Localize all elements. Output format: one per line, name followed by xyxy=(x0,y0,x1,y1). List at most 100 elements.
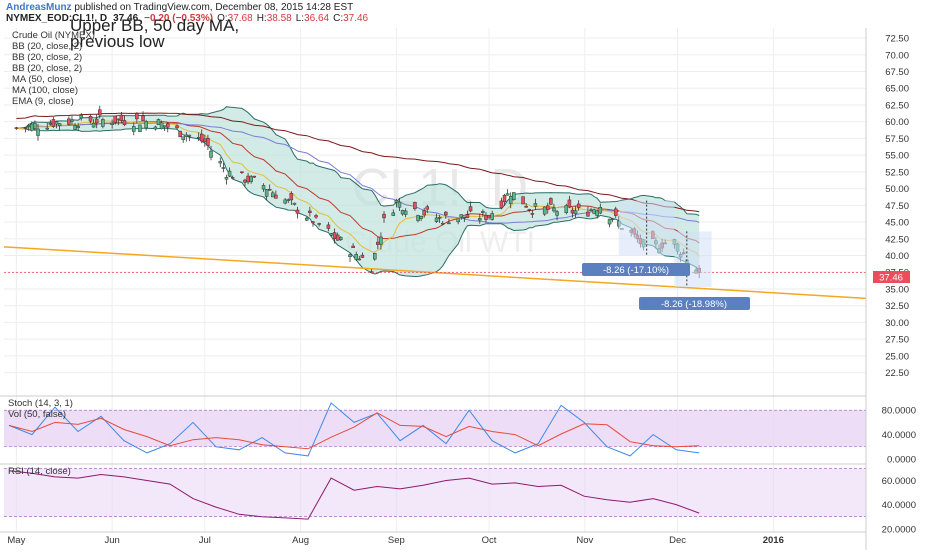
candle-body xyxy=(586,211,590,217)
candle-body xyxy=(76,126,80,128)
candle-body xyxy=(508,196,513,204)
candle-body xyxy=(224,177,229,180)
candle xyxy=(564,203,569,215)
candle-body xyxy=(274,194,278,199)
candle xyxy=(397,198,402,212)
candle xyxy=(595,209,599,219)
time-axis[interactable]: May Jun Jul Aug Sep Oct Nov Dec 2016 xyxy=(0,531,866,546)
candle-body xyxy=(595,210,599,217)
candle-body xyxy=(252,175,257,178)
candle-body xyxy=(178,130,182,138)
candle xyxy=(326,222,331,232)
stoch-label[interactable]: Stoch (14, 3, 1) xyxy=(8,398,73,409)
indicator-legend: Crude Oil (NYMEX) BB (20, close, 2) BB (… xyxy=(12,30,95,107)
candle xyxy=(481,209,485,217)
rsi-tick-label: 40.0000 xyxy=(882,500,916,511)
candle xyxy=(419,215,423,221)
candle-body xyxy=(437,217,442,219)
indicator-label[interactable]: MA (100, close) xyxy=(12,85,78,96)
candle-body xyxy=(51,119,56,127)
candle-body xyxy=(564,205,569,214)
candle-body xyxy=(267,189,272,191)
candle-body xyxy=(122,120,127,126)
candle-body xyxy=(26,125,31,127)
candle xyxy=(413,201,417,211)
last-price-badge-bg xyxy=(873,271,910,283)
candle xyxy=(348,252,352,262)
candle xyxy=(308,206,312,217)
last-price-badge-text: 37.46 xyxy=(879,273,903,284)
header-line-1: AndreasMunz published on TradingView.com… xyxy=(6,2,353,13)
stoch-band xyxy=(4,410,866,447)
candle-body xyxy=(218,161,223,164)
candle xyxy=(165,121,170,133)
candle xyxy=(382,211,386,223)
candle-body xyxy=(533,203,538,207)
candle-body xyxy=(610,218,615,220)
high-label: H: xyxy=(257,13,267,24)
rsi-panel: 20.0000 40.0000 60.0000 xyxy=(0,463,916,535)
rsi-label[interactable]: RSI (14, close) xyxy=(8,466,71,477)
candle xyxy=(218,157,223,168)
candle-body xyxy=(227,170,232,177)
time-tick-label: Sep xyxy=(388,535,405,546)
indicator-label[interactable]: BB (20, close, 2) xyxy=(12,63,82,74)
candle-body xyxy=(499,200,504,209)
candle-body xyxy=(481,211,485,213)
candle-body xyxy=(203,138,207,143)
indicator-label[interactable]: EMA (9, close) xyxy=(12,96,74,107)
drop-annotation-2[interactable]: -8.26 (-18.98%) xyxy=(639,297,750,310)
candle xyxy=(607,218,612,228)
author-link[interactable]: AndreasMunz xyxy=(6,2,72,13)
indicator-label[interactable]: BB (20, close, 2) xyxy=(12,41,82,52)
candle xyxy=(249,174,253,184)
candle xyxy=(373,252,377,261)
candle-body xyxy=(397,201,402,208)
price-tick-label: 62.50 xyxy=(885,100,909,111)
low-label: L: xyxy=(296,13,304,24)
candle xyxy=(178,130,182,138)
candle xyxy=(110,119,114,129)
last-price-badge: 37.46 xyxy=(873,271,910,284)
close-label: C: xyxy=(333,13,343,24)
candle xyxy=(138,124,142,133)
candle-body xyxy=(132,126,136,132)
low-value: 36.64 xyxy=(304,13,329,24)
candle-body xyxy=(292,202,297,205)
candle xyxy=(314,213,318,219)
time-tick-label: Jun xyxy=(104,535,119,546)
candle-body xyxy=(162,125,167,128)
annotation-badge xyxy=(582,263,690,276)
drop-annotation-1[interactable]: -8.26 (-17.10%) xyxy=(582,263,690,276)
candle-body xyxy=(209,150,213,158)
indicator-label[interactable]: BB (20, close, 2) xyxy=(12,52,82,63)
candle xyxy=(221,162,226,173)
candle-body xyxy=(339,237,343,240)
price-tick-label: 32.50 xyxy=(885,301,909,312)
candle-body xyxy=(187,134,192,137)
candle-body xyxy=(48,123,53,125)
indicator-label[interactable]: MA (50, close) xyxy=(12,74,73,85)
candle-body xyxy=(98,109,102,116)
bollinger-fill xyxy=(16,106,700,277)
candle-body xyxy=(425,206,430,210)
candle xyxy=(209,145,213,161)
candle-body xyxy=(465,214,470,218)
time-tick-label: 2016 xyxy=(763,535,784,546)
candle xyxy=(45,123,50,130)
candle-body xyxy=(206,138,210,146)
ema-9-line xyxy=(16,120,700,257)
candle-body xyxy=(119,114,124,121)
candle-body xyxy=(351,245,355,248)
time-tick-label: Aug xyxy=(292,535,309,546)
annotation-text: -8.26 (-18.98%) xyxy=(661,299,727,310)
candle-body xyxy=(113,115,117,123)
candle xyxy=(305,216,309,222)
candle xyxy=(490,210,494,221)
vol-label[interactable]: Vol (50, false) xyxy=(8,409,66,420)
candle-body xyxy=(283,199,287,204)
stoch-tick-label: 40.0000 xyxy=(882,430,916,441)
indicator-label[interactable]: Crude Oil (NYMEX) xyxy=(12,30,95,41)
candle xyxy=(351,243,355,248)
